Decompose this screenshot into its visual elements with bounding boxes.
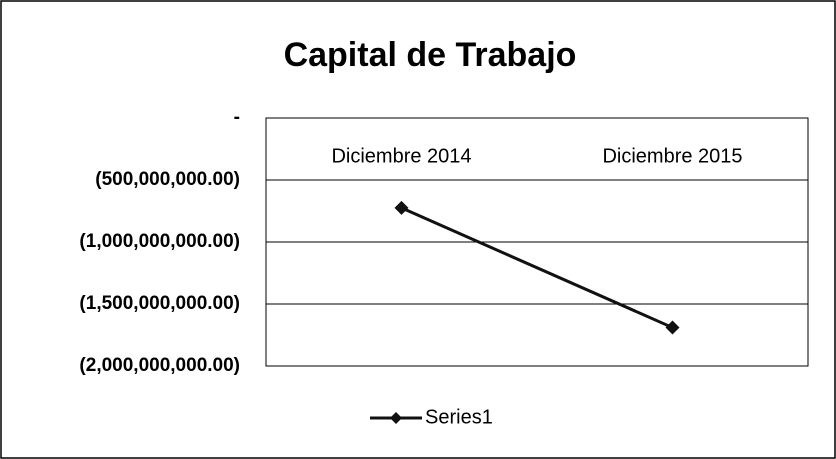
y-tick-label: (500,000,000.00) — [95, 169, 240, 190]
point-marker — [665, 320, 680, 335]
y-tick-label: (2,000,000,000.00) — [79, 355, 240, 376]
y-tick-label: (1,000,000,000.00) — [79, 231, 240, 252]
series-line — [400, 206, 674, 329]
x-tick-label: Diciembre 2014 — [331, 145, 471, 167]
y-tick-label: (1,500,000,000.00) — [79, 293, 240, 314]
point-marker — [394, 200, 409, 215]
legend-marker — [390, 412, 402, 424]
x-tick-label: Diciembre 2015 — [602, 145, 742, 167]
chart-title: Capital de Trabajo — [284, 36, 577, 74]
legend-label: Series1 — [425, 406, 493, 428]
y-tick-label: - — [234, 107, 240, 128]
